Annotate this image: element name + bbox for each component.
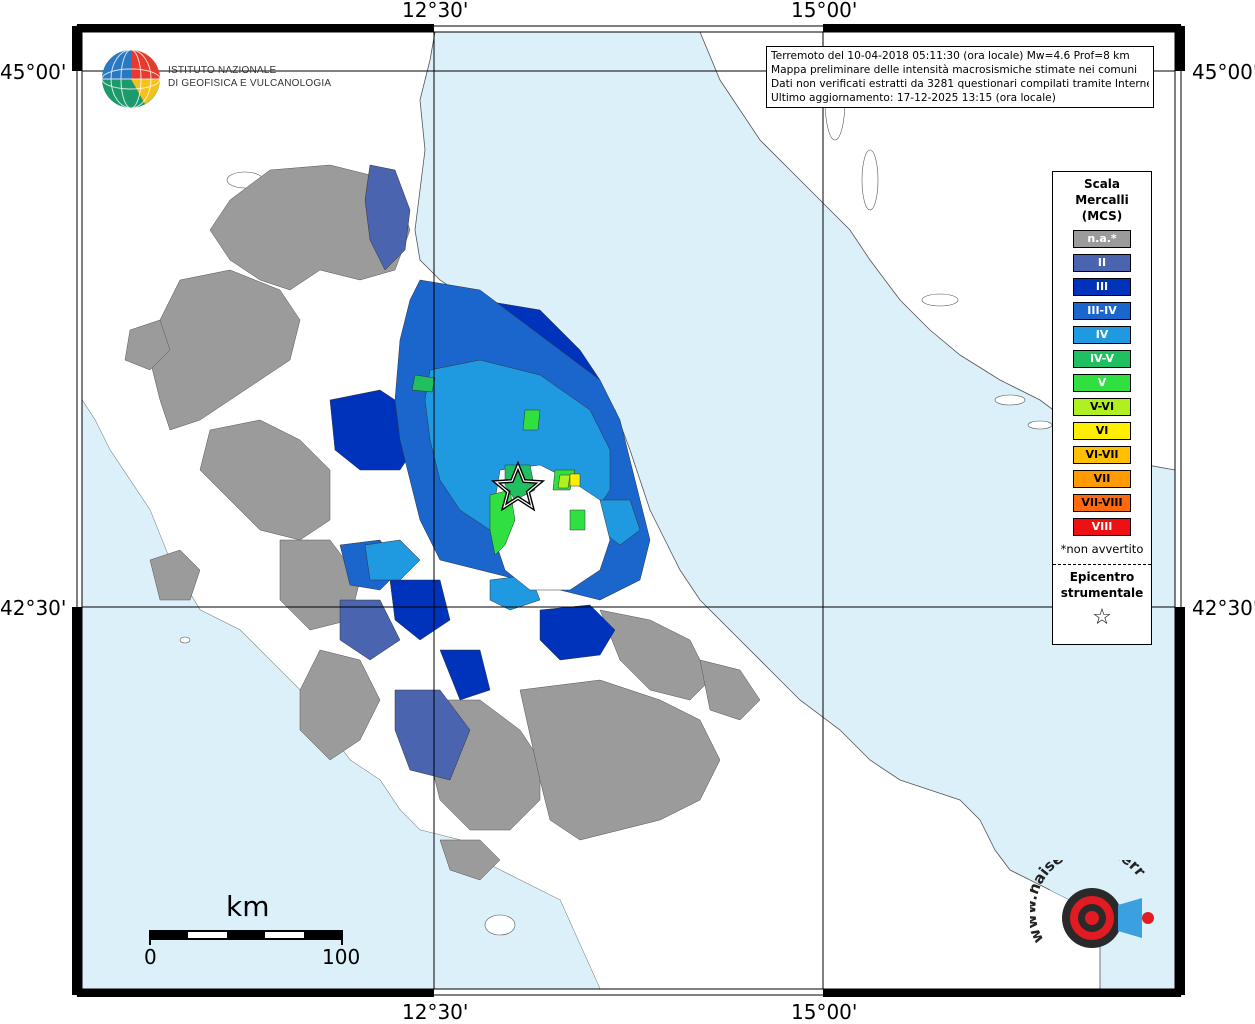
lat-label-right-1: 45°00' — [1192, 60, 1255, 84]
legend-item-vii-viii: VII-VIII — [1073, 494, 1131, 512]
lon-label-top-2: 15°00' — [791, 0, 858, 22]
legend-item-vi: VI — [1073, 422, 1131, 440]
legend-item-ii: II — [1073, 254, 1131, 272]
legend-item-vi-vii: VI-VII — [1073, 446, 1131, 464]
scale-unit: km — [226, 890, 270, 923]
legend-title-line3: (MCS) — [1081, 209, 1123, 223]
haisentito-logo-icon: www.haisentitoilterremoto.it — [1030, 860, 1154, 948]
intensity-V-VI — [557, 474, 571, 489]
lat-label-left-1: 45°00' — [0, 60, 67, 84]
event-info-line3: Dati non verificati estratti da 3281 que… — [771, 78, 1149, 90]
ingv-name: ISTITUTO NAZIONALE DI GEOFISICA E VULCAN… — [168, 64, 331, 90]
legend-star-icon: ☆ — [1092, 605, 1112, 630]
legend-title: Scala Mercalli (MCS) — [1053, 176, 1151, 224]
legend-item-v-vi: V-VI — [1073, 398, 1131, 416]
intensity-VI — [569, 473, 581, 487]
event-info-line4: Ultimo aggiornamento: 17-12-2025 13:15 (… — [771, 92, 1056, 104]
legend-note: *non avvertito — [1060, 542, 1144, 556]
lon-label-top-1: 12°30' — [402, 0, 469, 22]
lat-label-right-2: 42°30' — [1192, 596, 1255, 620]
intensity-legend: Scala Mercalli (MCS) n.a.* II III III-IV IV I… — [1052, 171, 1152, 645]
legend-title-line1: Scala — [1083, 177, 1121, 191]
ingv-line1: ISTITUTO NAZIONALE — [168, 65, 277, 76]
lat-label-left-2: 42°30' — [0, 596, 67, 620]
legend-item-vii: VII — [1073, 470, 1131, 488]
scale-max: 100 — [322, 945, 361, 969]
ingv-globe-icon — [101, 49, 161, 109]
lon-label-bottom-1: 12°30' — [402, 1000, 469, 1024]
intensity-II — [339, 164, 471, 781]
legend-item-iv: IV — [1073, 326, 1131, 344]
legend-item-iv-v: IV-V — [1073, 350, 1131, 368]
event-info-box: Terremoto del 10-04-2018 05:11:30 (ora l… — [766, 46, 1154, 108]
legend-item-na: n.a.* — [1073, 230, 1131, 248]
lon-label-bottom-2: 15°00' — [791, 1000, 858, 1024]
legend-item-viii: VIII — [1073, 518, 1131, 536]
scale-min: 0 — [144, 945, 157, 969]
legend-title-line2: Mercalli — [1075, 193, 1129, 207]
legend-items: n.a.* II III III-IV IV IV-V V V-VI VI VI-VII VII VI… — [1053, 230, 1151, 536]
event-info-line2: Mappa preliminare delle intensità macros… — [771, 64, 1138, 76]
legend-epi-line2: strumentale — [1060, 586, 1144, 600]
legend-item-v: V — [1073, 374, 1131, 392]
legend-epi-line1: Epicentro — [1069, 570, 1135, 584]
ingv-line2: DI GEOFISICA E VULCANOLOGIA — [168, 78, 332, 89]
event-info-line1: Terremoto del 10-04-2018 05:11:30 (ora l… — [771, 50, 1130, 62]
legend-separator — [1053, 564, 1151, 565]
legend-epicenter-label: Epicentro strumentale — [1053, 569, 1151, 601]
legend-item-iii: III — [1073, 278, 1131, 296]
scale-bar — [149, 930, 343, 945]
legend-item-iii-iv: III-IV — [1073, 302, 1131, 320]
